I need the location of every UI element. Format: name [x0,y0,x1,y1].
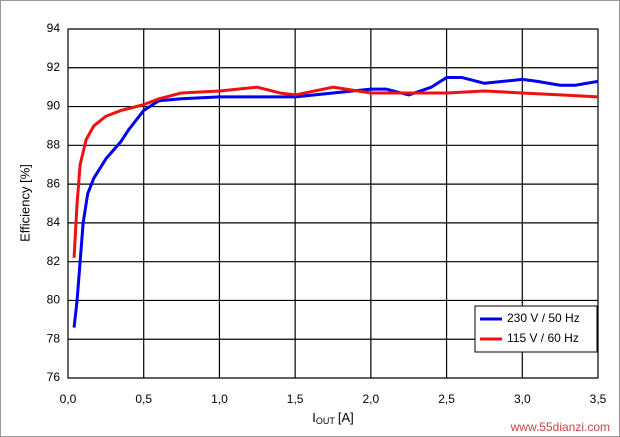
y-tick-label: 84 [47,215,61,229]
watermark: www.55dianzi.com [510,420,610,434]
y-tick-label: 92 [47,60,61,74]
series-line [72,85,599,258]
y-axis-label: Efficiency [%] [17,164,32,242]
legend-box [474,305,598,353]
x-label-main: I [312,410,316,425]
y-tick-label: 78 [47,331,61,345]
series-line [72,75,599,328]
y-tick-label: 80 [47,293,61,307]
x-tick-label: 0,0 [60,392,77,406]
y-tick-label: 82 [47,254,61,268]
y-tick-label: 94 [47,21,61,35]
x-tick-label: 0,5 [135,392,152,406]
x-tick-label: 2,5 [438,392,455,406]
x-tick-label: 2,0 [363,392,380,406]
x-label-unit: [A] [338,410,354,425]
x-tick-label: 3,5 [590,392,607,406]
x-label-sub: OUT [316,416,336,426]
y-tick-label: 76 [47,370,61,384]
legend-label: 115 V / 60 Hz [507,331,579,345]
x-axis-label: IOUT [A] [312,410,354,426]
x-tick-label: 3,0 [514,392,531,406]
x-tick-label: 1,0 [211,392,228,406]
legend-label: 230 V / 50 Hz [507,311,580,325]
y-tick-label: 90 [47,99,61,113]
y-tick-label: 86 [47,176,61,190]
x-tick-label: 1,5 [287,392,304,406]
y-tick-label: 88 [47,138,61,152]
